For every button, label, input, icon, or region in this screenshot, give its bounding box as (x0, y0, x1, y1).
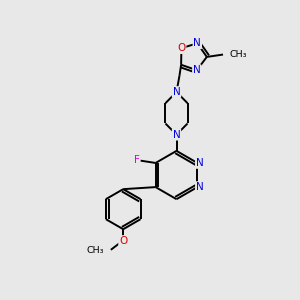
Text: N: N (172, 130, 180, 140)
Text: O: O (177, 43, 185, 53)
Text: CH₃: CH₃ (87, 246, 104, 255)
Text: N: N (196, 158, 204, 168)
Text: O: O (119, 236, 127, 246)
Text: N: N (194, 38, 201, 48)
Text: N: N (172, 87, 180, 97)
Text: CH₃: CH₃ (230, 50, 247, 59)
Text: N: N (193, 65, 201, 75)
Text: N: N (196, 182, 204, 192)
Text: F: F (134, 155, 140, 165)
